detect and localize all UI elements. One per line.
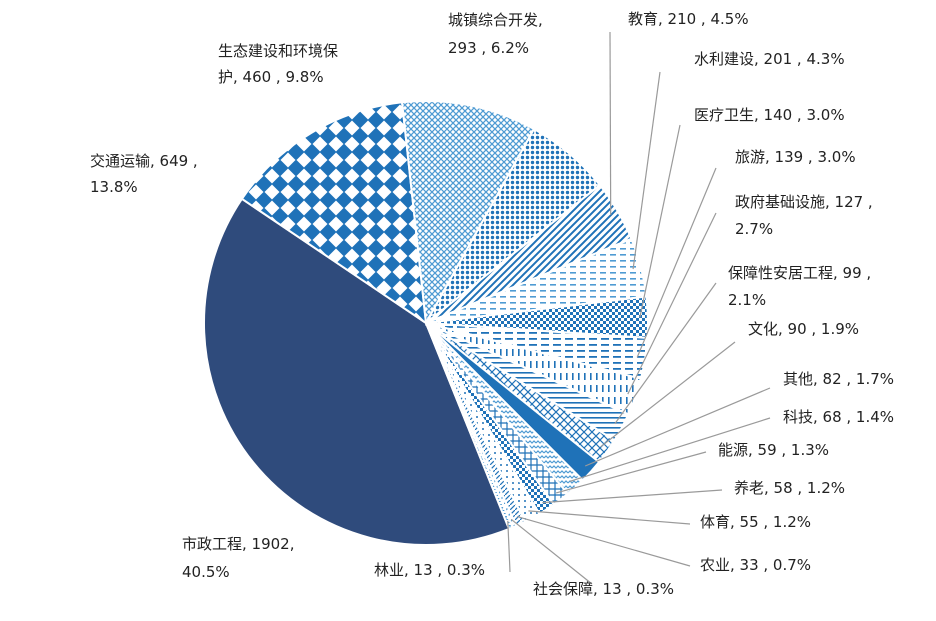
leader-line-10 (614, 282, 717, 425)
slice-label-4: 城镇综合开发, 293 , 6.2% (448, 11, 543, 57)
leader-line-14 (555, 451, 707, 494)
slice-19 (425, 322, 514, 531)
leader-lines (507, 31, 771, 585)
slice-label-10: 保障性安居工程, 99 , 2.1% (728, 264, 871, 309)
leader-line-5 (609, 31, 612, 215)
slice-label-19: 林业, 13 , 0.3% (374, 561, 485, 579)
slice-label-18: 社会保障, 13 , 0.3% (533, 580, 674, 598)
pie-slices (203, 100, 649, 547)
slice-label-9: 政府基础设施, 127 , 2.7% (735, 193, 873, 238)
slice-label-3: 生态建设和环境保护, 460 , 9.8% (218, 42, 338, 86)
slice-1 (203, 197, 511, 547)
slice-label-5: 教育, 210 , 4.5% (628, 10, 749, 28)
leader-line-17 (517, 516, 691, 567)
slice-2 (240, 101, 428, 326)
slice-label-16: 体育, 55 , 1.2% (700, 513, 811, 531)
leader-line-8 (636, 167, 717, 358)
leader-line-13 (569, 417, 771, 482)
slice-labels: 市政工程, 1902, 40.5% 交通运输, 649 , 13.8% 生态建设和环境保… (90, 10, 894, 598)
slice-label-15: 养老, 58 , 1.2% (734, 479, 845, 497)
slice-label-2: 交通运输, 649 , 13.8% (90, 152, 198, 196)
leader-line-12 (584, 387, 771, 467)
slice-label-1: 市政工程, 1902, 40.5% (182, 535, 294, 581)
leader-line-18 (510, 518, 593, 585)
leader-line-16 (528, 510, 691, 525)
leader-line-11 (600, 341, 736, 448)
leader-line-6 (632, 71, 661, 270)
leader-line-19 (507, 520, 511, 573)
slice-label-13: 科技, 68 , 1.4% (783, 408, 894, 426)
leader-line-15 (542, 489, 723, 504)
slice-label-12: 其他, 82 , 1.7% (783, 370, 894, 388)
slice-label-7: 医疗卫生, 140 , 3.0% (694, 106, 845, 124)
slice-label-11: 文化, 90 , 1.9% (748, 320, 859, 338)
slice-label-14: 能源, 59 , 1.3% (718, 441, 829, 459)
leader-line-9 (627, 212, 717, 395)
slice-label-8: 旅游, 139 , 3.0% (735, 148, 856, 166)
slice-3 (400, 100, 536, 327)
slice-label-6: 水利建设, 201 , 4.3% (694, 50, 845, 68)
leader-line-7 (639, 124, 681, 318)
slice-label-17: 农业, 33 , 0.7% (700, 556, 811, 574)
